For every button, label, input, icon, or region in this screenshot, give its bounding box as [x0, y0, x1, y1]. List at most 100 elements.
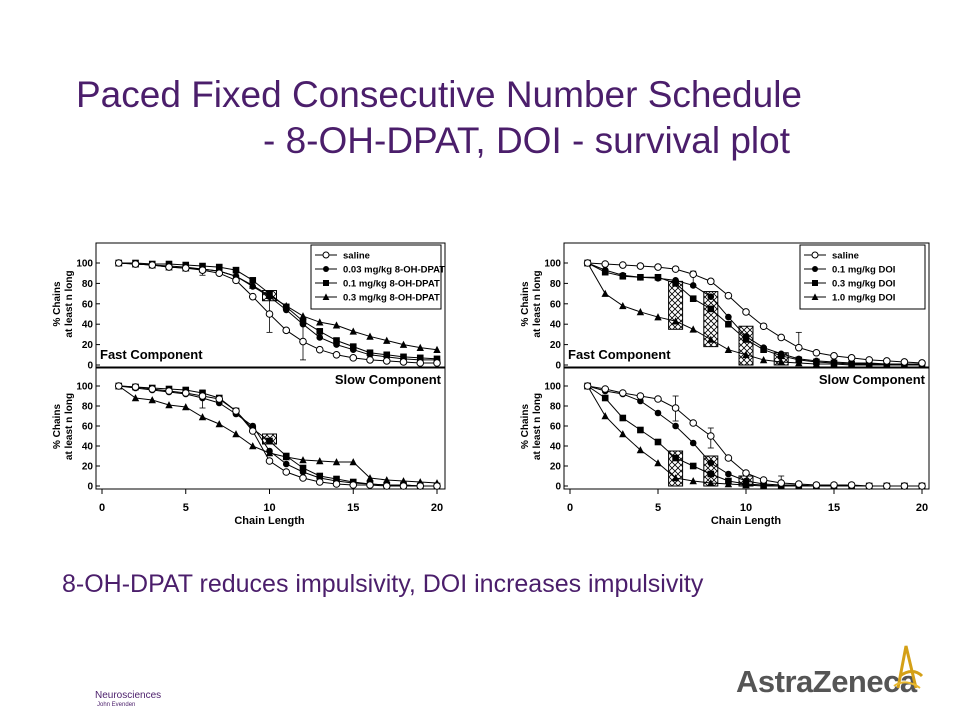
data-point [777, 479, 786, 487]
data-point [382, 357, 391, 365]
data-point [865, 482, 874, 490]
data-point [282, 452, 290, 460]
x-tick-label: 15 [347, 502, 359, 514]
data-point [636, 446, 645, 454]
data-point [636, 392, 645, 400]
data-point [619, 414, 627, 422]
data-point [349, 458, 357, 466]
data-point [601, 412, 609, 420]
data-point [918, 359, 926, 367]
data-point [883, 482, 891, 490]
data-point [830, 358, 838, 366]
data-point [689, 295, 697, 302]
data-point [266, 437, 273, 445]
y-tick-label: 100 [76, 259, 93, 270]
data-point [182, 403, 190, 411]
data-point [689, 477, 697, 485]
data-point [795, 355, 803, 363]
data-point [316, 328, 324, 335]
data-point [671, 317, 680, 325]
data-point [315, 478, 324, 486]
y-axis-label-line1: % Chains [520, 404, 531, 449]
data-point [366, 474, 374, 482]
data-point [636, 262, 645, 270]
data-point [332, 351, 341, 359]
data-point [181, 264, 190, 272]
data-point [131, 260, 140, 268]
y-axis-label-line2: at least n long [64, 393, 75, 460]
footer-department: Neurosciences [95, 690, 162, 701]
y-tick-label: 0 [87, 482, 93, 493]
data-point [114, 259, 123, 267]
x-tick-label: 10 [263, 502, 275, 514]
data-point [601, 260, 610, 268]
data-point [725, 320, 732, 328]
data-point [671, 474, 680, 482]
legend-marker [322, 251, 330, 259]
data-point [349, 481, 358, 489]
data-point [813, 357, 820, 365]
y-tick-label: 40 [550, 442, 562, 453]
data-point [883, 357, 891, 365]
data-point [725, 313, 732, 321]
y-axis-label-line2: at least n long [64, 270, 75, 337]
y-tick-label: 100 [544, 382, 561, 393]
data-point [742, 350, 750, 359]
slide-title-line2: - 8-OH-DPAT, DOI - survival plot [263, 120, 790, 161]
legend-label: 0.03 mg/kg 8-OH-DPAT [343, 265, 445, 276]
data-point [619, 301, 627, 310]
data-point [282, 306, 290, 314]
data-point [900, 358, 909, 366]
data-point [654, 409, 662, 417]
data-point [742, 469, 750, 477]
data-point [918, 482, 926, 490]
y-tick-label: 60 [82, 299, 94, 310]
footer-author: John Evenden [97, 702, 136, 708]
y-tick-label: 80 [550, 279, 562, 290]
data-point [249, 283, 257, 290]
y-tick-label: 20 [82, 340, 94, 351]
data-point [282, 460, 290, 468]
hatched-box [703, 291, 719, 348]
data-point [619, 271, 627, 279]
logo-text: AstraZeneca [736, 664, 917, 699]
legend-box [310, 244, 442, 310]
data-point [637, 426, 644, 434]
data-point [707, 277, 715, 286]
data-point [707, 293, 715, 300]
x-tick-label: 10 [740, 502, 752, 514]
y-axis-label-line1: % Chains [52, 404, 63, 449]
data-point [366, 356, 374, 364]
data-point [165, 387, 173, 395]
data-point [416, 359, 425, 367]
data-point [689, 462, 697, 470]
data-point [742, 308, 750, 316]
data-point [672, 422, 679, 430]
data-point [148, 396, 156, 404]
x-tick-label: 5 [655, 502, 661, 514]
data-point [399, 482, 408, 490]
data-point [332, 458, 341, 466]
series-line-1 [118, 385, 437, 487]
legend-marker [322, 293, 330, 300]
y-tick-label: 100 [76, 382, 93, 393]
y-tick-label: 40 [82, 320, 94, 331]
data-point [383, 336, 391, 344]
data-point [266, 447, 273, 455]
data-point [215, 395, 224, 403]
y-tick-label: 0 [87, 361, 93, 372]
data-point [636, 308, 645, 316]
annotation-fast-component: Fast Component [100, 347, 203, 362]
plot-frame [95, 242, 446, 369]
data-point [601, 289, 609, 297]
data-point [249, 277, 257, 284]
data-point [654, 459, 662, 467]
data-point [601, 266, 609, 274]
data-point [777, 358, 785, 366]
data-point [315, 345, 324, 354]
data-point [266, 293, 273, 300]
data-point [707, 335, 715, 343]
legend-marker [811, 293, 819, 300]
data-point [724, 454, 733, 462]
data-point [332, 480, 341, 488]
